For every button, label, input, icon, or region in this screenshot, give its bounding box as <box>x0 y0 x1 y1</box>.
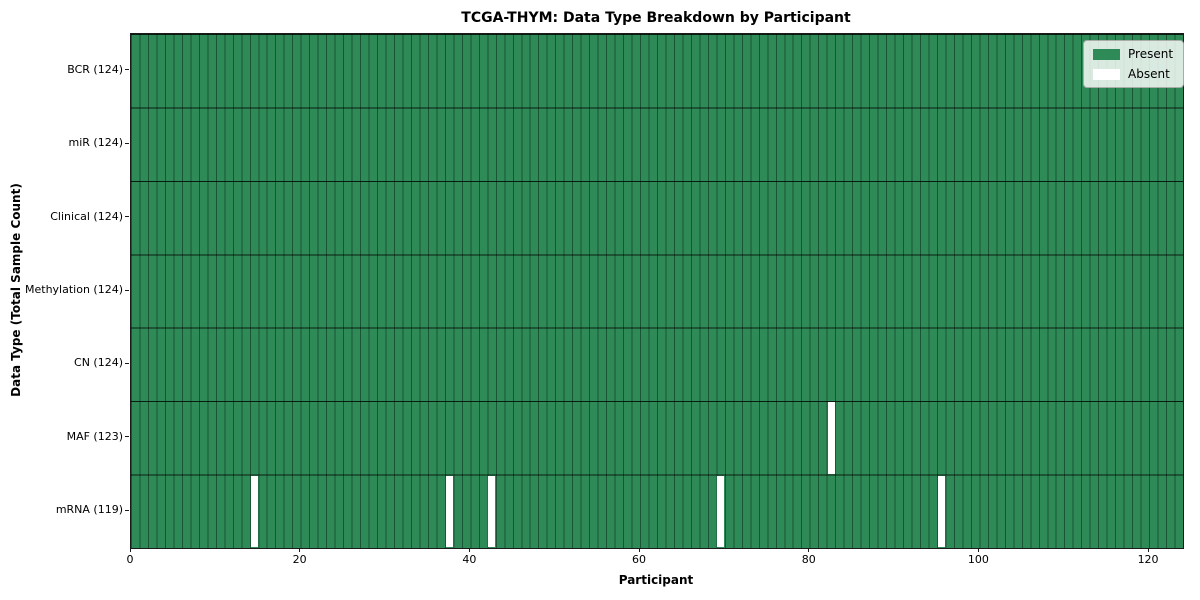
x-tick-label: 120 <box>1137 553 1159 566</box>
x-tick-mark <box>299 548 301 552</box>
absent-swatch <box>1093 68 1120 80</box>
legend-label-absent: Absent <box>1128 67 1170 81</box>
x-tick-mark <box>808 548 810 552</box>
y-tick-label: MAF (123) <box>66 429 123 443</box>
chart-title: TCGA-THYM: Data Type Breakdown by Partic… <box>461 10 851 26</box>
y-tick-label: BCR (124) <box>67 62 123 76</box>
y-tick-label: miR (124) <box>68 136 124 150</box>
y-tick-mark <box>125 362 129 364</box>
present-swatch <box>1093 48 1120 60</box>
absent-cell <box>717 475 725 547</box>
x-tick-mark <box>468 548 470 552</box>
x-tick-label: 60 <box>632 553 647 566</box>
y-tick-mark <box>125 289 129 291</box>
x-tick-label: 40 <box>462 553 477 566</box>
absent-cell <box>445 475 453 547</box>
x-tick-mark <box>129 548 131 552</box>
x-tick-mark <box>1147 548 1149 552</box>
plot-area <box>130 33 1184 549</box>
x-axis-label: Participant <box>618 573 694 587</box>
y-tick-mark <box>125 216 129 218</box>
y-tick-mark <box>125 142 129 144</box>
y-tick-mark <box>125 436 129 438</box>
y-tick-mark <box>125 509 129 511</box>
y-tick-label: Clinical (124) <box>50 209 123 223</box>
x-tick-label: 80 <box>801 553 816 566</box>
y-tick-label: Methylation (124) <box>25 283 123 296</box>
legend: Present Absent <box>1083 40 1185 88</box>
absent-cell <box>937 475 945 547</box>
absent-cell <box>250 475 258 547</box>
y-tick-label: CN (124) <box>74 356 123 370</box>
x-tick-label: 20 <box>292 553 307 566</box>
legend-label-present: Present <box>1128 47 1174 61</box>
x-tick-label: 100 <box>967 553 989 566</box>
x-tick-mark <box>977 548 979 552</box>
y-tick-label: mRNA (119) <box>55 503 123 517</box>
y-tick-mark <box>125 69 129 71</box>
x-tick-label: 0 <box>126 553 134 566</box>
legend-item-absent: Absent <box>1093 67 1173 81</box>
absent-cell <box>488 475 496 547</box>
absent-cell <box>827 402 835 474</box>
legend-item-present: Present <box>1093 47 1173 61</box>
x-tick-mark <box>638 548 640 552</box>
